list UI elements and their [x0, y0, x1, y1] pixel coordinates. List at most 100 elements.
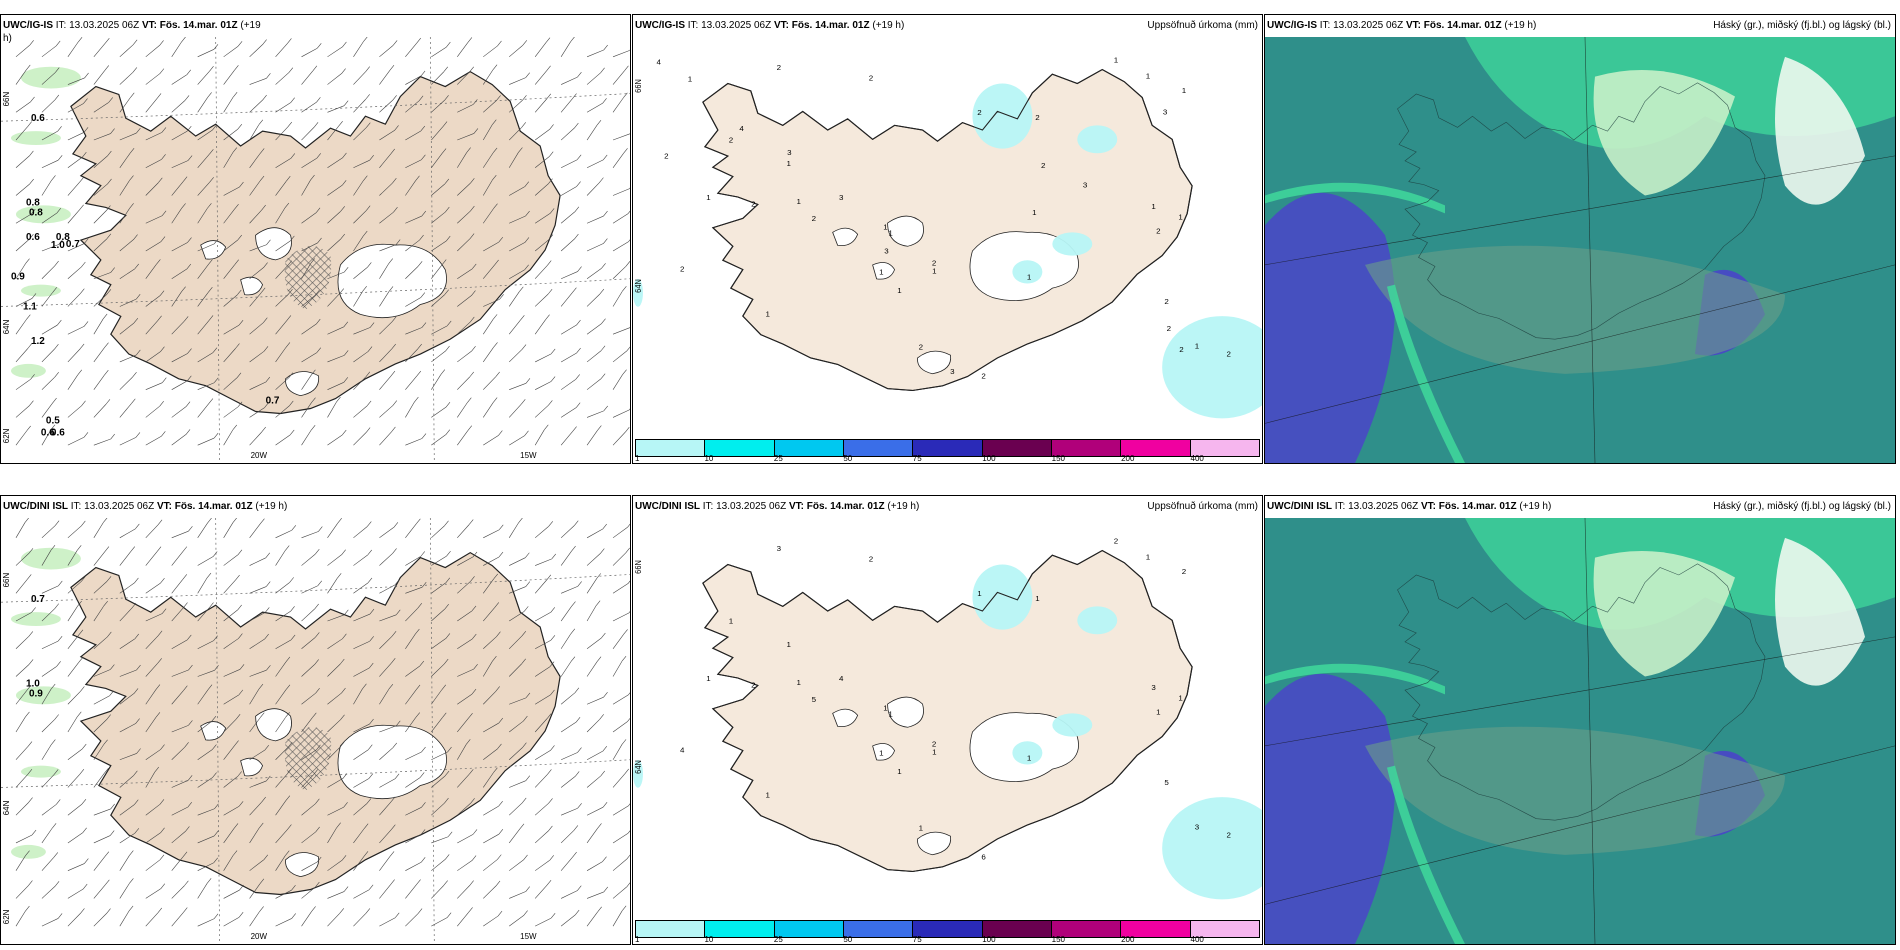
glacier-outline — [200, 240, 227, 260]
wind-barb — [379, 688, 390, 705]
wind-barb — [612, 188, 630, 196]
precip-value-label: 1 — [879, 268, 883, 277]
valid-time-label: VT: — [156, 501, 172, 512]
wind-barb — [223, 522, 234, 538]
wind-barb — [145, 351, 161, 363]
wind-barb — [67, 209, 80, 224]
wind-barb — [93, 522, 104, 538]
hatched-area — [284, 727, 332, 791]
wind-barb — [535, 558, 552, 566]
wind-barb — [586, 528, 603, 539]
wind-barb — [41, 585, 59, 594]
precip-map[interactable]: 1 1 1 1 1 2 1 2 1 1 1 2 1 2 2 1 1 1 1 2 4 6 4 5 5 3 3 3 1 1 1 66N 64N — [633, 518, 1262, 918]
wind-barb — [223, 70, 235, 85]
colorbar-swatch — [1121, 440, 1191, 456]
low-cloud-area — [1265, 192, 1395, 463]
wind-barb — [405, 751, 422, 760]
init-time: IT: 13.03.2025 06Z — [70, 501, 155, 512]
wind-barb — [171, 579, 184, 594]
wind-barb — [249, 612, 266, 622]
wind-barb — [560, 186, 577, 196]
wind-barb — [431, 183, 446, 196]
glacier-outline — [872, 262, 896, 280]
wind-barb — [560, 525, 575, 539]
wind-barb — [560, 721, 577, 733]
mid-cloud-area — [1365, 726, 1785, 855]
wind-barb — [457, 295, 472, 307]
wind-barb — [171, 806, 188, 816]
cloud-band — [1265, 663, 1445, 695]
wind-barb — [353, 582, 369, 594]
wind-barb — [535, 353, 552, 363]
wind-map[interactable]: 0.7 1.0 0.9 20W 15W 66N 64N 62N — [1, 518, 630, 944]
high-cloud-area — [1775, 56, 1865, 205]
precip-value-label: 2 — [812, 214, 816, 223]
wind-barb — [301, 102, 317, 113]
wind-barb — [353, 723, 370, 733]
colorbar-tick-label: 25 — [773, 935, 783, 944]
precip-value-label: 4 — [680, 746, 685, 755]
longitude-label: 15W — [520, 932, 537, 941]
cloud-band — [1387, 765, 1465, 944]
wind-barb — [67, 326, 85, 335]
precip-value-label: 1 — [1027, 754, 1031, 763]
wind-barb — [275, 434, 291, 446]
wind-barb — [275, 265, 288, 279]
wind-barb — [405, 665, 421, 677]
wind-barb — [249, 153, 261, 168]
latitude-label: 66N — [2, 573, 11, 588]
precipitation-area — [972, 83, 1033, 149]
wind-barb — [275, 689, 287, 705]
valid-time-label: VT: — [773, 20, 789, 31]
colorbar-swatches — [635, 920, 1260, 938]
valid-time: Fös. 14.mar. 01Z — [1423, 20, 1502, 31]
wind-barb — [197, 320, 210, 335]
model-name: UWC/DINI ISL — [3, 501, 68, 512]
lead-time-cont: h) — [3, 33, 12, 44]
wind-barb — [379, 69, 391, 85]
latitude-label: 62N — [2, 428, 11, 443]
wind-barb — [534, 42, 547, 57]
wind-barb — [353, 351, 369, 363]
wind-map[interactable]: 0.6 0.8 0.8 0.6 0.8 1.0 0.7 0.9 1.1 1.2 0.7 0.5 0.6 0… — [1, 37, 630, 463]
wind-barb — [171, 669, 189, 677]
wind-barb — [431, 555, 447, 566]
wind-barb — [534, 70, 547, 85]
panel-header: UWC/IG-IS IT: 13.03.2025 06Z VT: Fös. 14… — [1265, 15, 1895, 37]
wind-barb — [145, 132, 163, 141]
wind-barb — [560, 830, 575, 844]
wind-barb — [431, 434, 446, 446]
wind-barb — [15, 834, 33, 844]
glacier-outline — [240, 276, 264, 296]
wind-barb — [431, 211, 446, 224]
wind-barb — [353, 41, 364, 57]
wind-barb — [560, 633, 572, 649]
precip-value-label: 2 — [1164, 297, 1168, 306]
cloud-map[interactable] — [1265, 37, 1895, 463]
precip-value-label: 1 — [977, 589, 981, 598]
wind-barb — [431, 775, 446, 788]
wind-barb — [353, 432, 367, 446]
wind-barb — [67, 581, 82, 594]
wind-barb — [41, 402, 53, 418]
mid-cloud-area — [1365, 245, 1785, 374]
wind-barb — [560, 807, 578, 816]
wind-barb — [431, 100, 445, 113]
cloud-map[interactable] — [1265, 518, 1895, 944]
colorbar-tick-label: 1 — [635, 935, 640, 944]
wind-barb — [586, 911, 598, 927]
wind-barb — [145, 551, 158, 566]
wind-barb — [379, 263, 390, 279]
wind-barb — [457, 717, 469, 733]
wind-barb — [41, 99, 56, 113]
wind-barb — [301, 531, 319, 539]
wind-barb — [249, 688, 260, 705]
wind-barb — [534, 579, 548, 594]
wind-barb — [405, 556, 421, 566]
precip-value-label: 3 — [1163, 108, 1167, 117]
wind-barb — [482, 179, 493, 196]
wind-barb — [41, 324, 58, 335]
wind-barb — [534, 830, 549, 844]
wind-barb — [457, 350, 472, 363]
